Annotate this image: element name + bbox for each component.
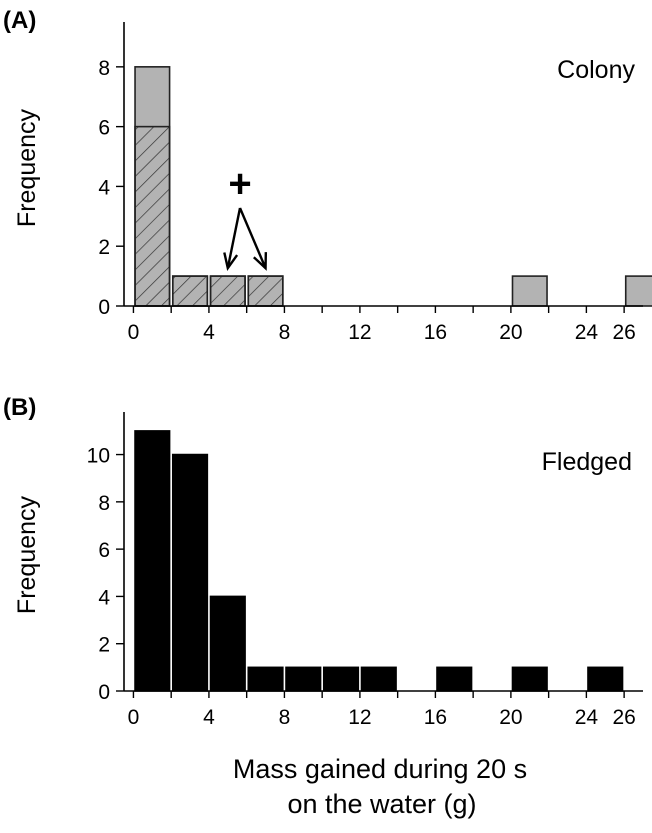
x-tick-label: 24 (575, 321, 599, 344)
y-tick-label: 2 (98, 236, 110, 259)
bar-4-6 (209, 595, 246, 692)
arrow-line (238, 207, 267, 269)
bar-20-22 (511, 275, 548, 307)
arrow-line (226, 207, 242, 269)
bar-2-4 (171, 453, 209, 692)
y-tick-label: 6 (98, 117, 110, 140)
bar-26-28 (624, 275, 652, 307)
panel-b-fledged: (B) Frequency Fledged 0 4 8 12 16 20 24 2602468… (3, 394, 643, 729)
bar-16-18 (436, 666, 473, 692)
panel-a-ylabel: Frequency (13, 108, 41, 227)
x-tick-label: 20 (499, 321, 522, 344)
panel-b-bars (134, 430, 624, 692)
y-tick-label: 10 (87, 445, 110, 468)
y-tick-label: 6 (98, 539, 110, 562)
x-axis-title-line2: on the water (g) (287, 789, 476, 819)
panel-a-bars (134, 66, 652, 307)
x-tick-label: 8 (279, 321, 291, 344)
bar-20-22 (511, 666, 548, 692)
y-tick-label: 8 (98, 57, 110, 80)
bar-10-12 (322, 666, 360, 692)
x-tick-label: 0 (128, 321, 140, 344)
x-tick-label: 12 (348, 321, 371, 344)
hatched-segment-6-8 (247, 275, 284, 307)
bar-6-8 (247, 666, 284, 692)
y-tick-label: 4 (98, 176, 110, 199)
x-tick-label: 12 (348, 706, 371, 729)
panel-b-label: (B) (3, 394, 36, 421)
hatched-segment-0-2 (134, 125, 171, 307)
y-tick-label: 4 (98, 586, 110, 609)
panel-a-plus-marker: + (228, 162, 251, 206)
x-tick-label: 8 (279, 706, 291, 729)
panel-a-arrows (223, 207, 268, 271)
x-tick-label: 24 (575, 706, 599, 729)
arrow-head (253, 252, 268, 271)
x-tick-label: 0 (128, 706, 140, 729)
y-tick-label: 0 (98, 681, 110, 704)
x-tick-label: 16 (424, 321, 447, 344)
hatched-segment-2-4 (171, 275, 209, 307)
x-tick-label: 26 (612, 321, 635, 344)
bar-8-10 (285, 666, 322, 692)
y-tick-label: 0 (98, 296, 110, 319)
panel-a-annotation: Colony (557, 56, 635, 84)
bar-0-2 (134, 430, 171, 692)
y-tick-label: 2 (98, 634, 110, 657)
x-tick-label: 16 (424, 706, 447, 729)
x-tick-label: 4 (203, 706, 215, 729)
bar-24-26 (587, 666, 624, 692)
panel-b-ylabel: Frequency (13, 495, 41, 614)
bar-12-14 (360, 666, 397, 692)
panel-a-label: (A) (3, 7, 36, 34)
panel-a-colony: (A) Frequency Colony + 0 4 8 12 16 20 24 260246… (3, 7, 652, 344)
x-tick-label: 20 (499, 706, 522, 729)
x-tick-label: 26 (612, 706, 635, 729)
panel-b-annotation: Fledged (542, 448, 632, 476)
hatched-segment-4-6 (209, 275, 246, 307)
x-axis-title-line1: Mass gained during 20 s (233, 754, 527, 784)
y-tick-label: 8 (98, 492, 110, 515)
arrow-head (223, 252, 239, 271)
x-tick-label: 4 (203, 321, 215, 344)
